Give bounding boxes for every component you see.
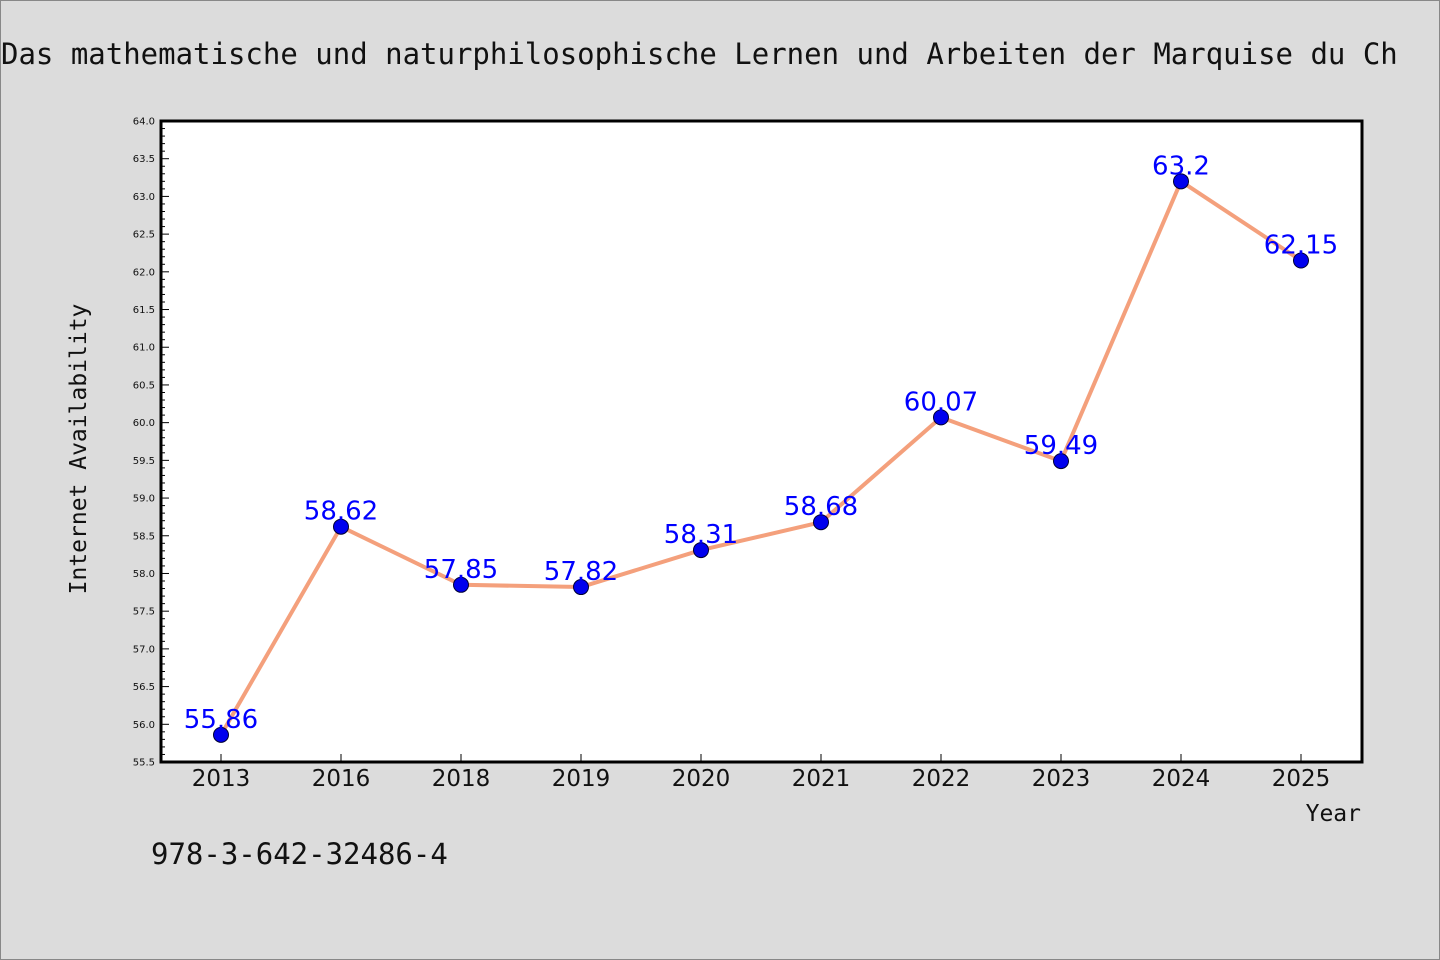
x-tick-label: 2022 [912,766,971,792]
x-tick-label: 2016 [312,766,371,792]
y-tick-label: 60.0 [133,418,155,429]
y-tick-label: 63.0 [133,192,155,203]
data-point [1173,173,1189,190]
y-tick-label: 61.0 [133,343,155,354]
y-tick-label: 56.5 [133,682,155,693]
y-tick-label: 62.5 [133,230,155,241]
data-label: 57.82 [544,557,618,587]
data-label: 58.62 [304,497,378,527]
y-tick-label: 57.5 [133,607,155,618]
isbn-text: 978-3-642-32486-4 [151,837,448,871]
x-axis-label: Year [1306,801,1361,827]
data-label: 57.85 [424,555,498,585]
y-tick-label: 55.5 [133,758,155,769]
y-axis: 55.5 56.0 56.5 57.0 57.5 58.0 58.5 59.0 59.5 60.0… [133,117,169,769]
y-tick-label: 56.0 [133,720,155,731]
data-point [1053,453,1069,470]
y-tick-label: 57.0 [133,644,155,655]
y-tick-label: 59.5 [133,456,155,467]
y-tick-label: 58.5 [133,531,155,542]
x-tick-label: 2020 [672,766,731,792]
data-point [693,542,709,559]
data-point [333,518,349,535]
chart-title: Das mathematische und naturphilosophisch… [1,37,1398,71]
series-layer [213,173,1309,743]
data-label: 60.07 [904,387,978,417]
y-tick-label: 64.0 [133,117,155,128]
y-tick-label: 60.5 [133,380,155,391]
y-tick-label: 61.5 [133,305,155,316]
data-point [213,726,229,743]
series-line [219,179,1303,736]
x-tick-label: 2023 [1032,766,1091,792]
plot-area [159,119,1364,764]
x-axis: 2013 2016 2018 2019 2020 2021 2022 2023 2024 2025 [192,754,1331,792]
x-tick-label: 2024 [1152,766,1211,792]
data-label: 58.68 [784,492,858,522]
x-tick-label: 2025 [1272,766,1331,792]
data-point [453,576,469,593]
data-label: 58.31 [664,520,738,550]
x-tick-label: 2019 [552,766,611,792]
y-tick-label: 62.0 [133,267,155,278]
y-axis-label: Internet Availability [66,304,92,595]
data-label-layer: 55.86 58.62 57.85 57.82 58.31 58.68 60.07 59.49… [184,151,1338,735]
data-label: 59.49 [1024,431,1098,461]
data-label: 63.2 [1152,151,1210,181]
data-point [813,514,829,531]
y-tick-label: 59.0 [133,494,155,505]
x-tick-label: 2021 [792,766,851,792]
data-label: 55.86 [184,705,258,735]
data-label: 62.15 [1264,231,1338,261]
y-tick-label: 63.5 [133,154,155,165]
x-tick-label: 2018 [432,766,491,792]
data-point [1293,252,1309,269]
y-tick-label: 58.0 [133,569,155,580]
data-point [573,579,589,596]
data-point [933,409,949,426]
x-tick-label: 2013 [192,766,251,792]
